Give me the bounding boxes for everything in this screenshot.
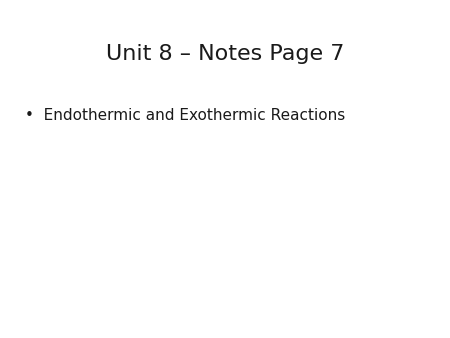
Text: •  Endothermic and Exothermic Reactions: • Endothermic and Exothermic Reactions bbox=[25, 108, 345, 123]
Text: Unit 8 – Notes Page 7: Unit 8 – Notes Page 7 bbox=[106, 44, 344, 64]
